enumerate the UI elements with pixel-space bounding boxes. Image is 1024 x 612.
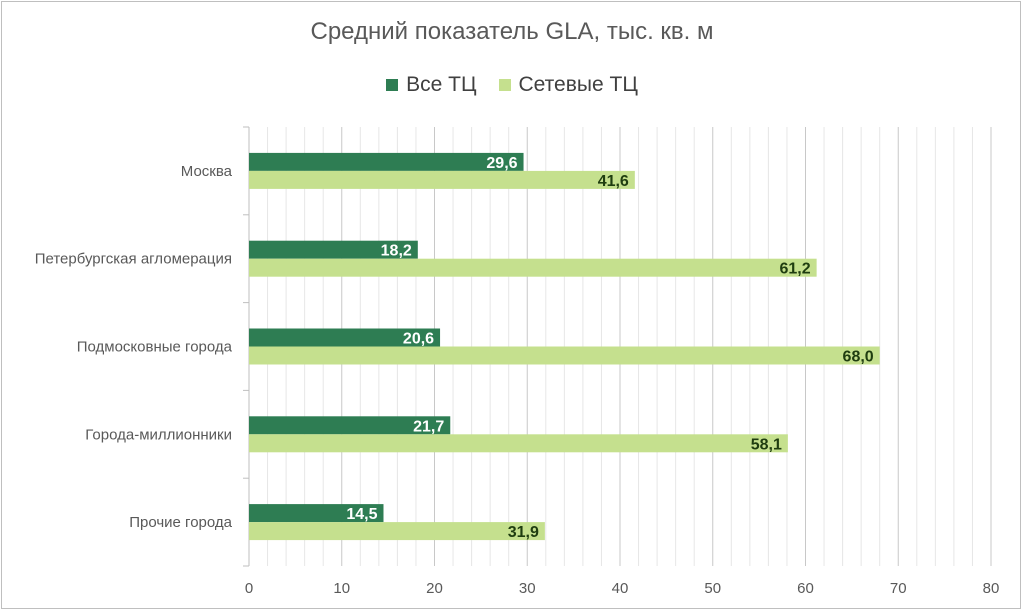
chart-title: Средний показатель GLA, тыс. кв. м bbox=[310, 18, 714, 45]
data-label: 61,2 bbox=[779, 261, 810, 278]
x-tick-label: 40 bbox=[612, 580, 629, 597]
legend-label-all-malls: Все ТЦ bbox=[406, 73, 477, 96]
data-label: 21,7 bbox=[413, 418, 444, 435]
x-tick-label: 60 bbox=[797, 580, 814, 597]
legend-swatch-all-malls bbox=[386, 79, 399, 91]
bar-all-malls bbox=[249, 328, 441, 347]
bar-chain-malls bbox=[249, 522, 545, 541]
bar-chain-malls bbox=[249, 170, 635, 189]
category-label: Прочие города bbox=[129, 514, 232, 531]
bar-all-malls bbox=[249, 416, 451, 435]
category-label: Петербургская агломерация bbox=[35, 251, 232, 268]
bar-chain-malls bbox=[249, 258, 817, 277]
bar-all-malls bbox=[249, 240, 418, 259]
x-tick-label: 50 bbox=[704, 580, 721, 597]
data-label: 14,5 bbox=[346, 506, 377, 523]
data-label: 68,0 bbox=[843, 349, 874, 366]
category-label: Москва bbox=[181, 163, 233, 180]
data-label: 29,6 bbox=[486, 155, 517, 172]
legend-item-chain-malls: Сетевые ТЦ bbox=[498, 73, 638, 97]
bar-all-malls bbox=[249, 504, 384, 523]
x-tick-label: 70 bbox=[890, 580, 907, 597]
legend-label-chain-malls: Сетевые ТЦ bbox=[518, 73, 638, 96]
chart-legend: Все ТЦ Сетевые ТЦ bbox=[0, 73, 1024, 97]
x-tick-label: 20 bbox=[426, 580, 443, 597]
legend-swatch-chain-malls bbox=[498, 79, 511, 91]
data-label: 58,1 bbox=[751, 436, 782, 453]
legend-item-all-malls: Все ТЦ bbox=[386, 73, 477, 97]
data-label: 31,9 bbox=[508, 524, 539, 541]
data-label: 18,2 bbox=[381, 243, 412, 260]
bar-chain-malls bbox=[249, 346, 880, 365]
data-label: 20,6 bbox=[403, 331, 434, 348]
bar-all-malls bbox=[249, 152, 524, 171]
x-tick-label: 30 bbox=[519, 580, 536, 597]
category-label: Подмосковные города bbox=[77, 339, 233, 356]
x-tick-label: 10 bbox=[333, 580, 350, 597]
x-tick-label: 80 bbox=[983, 580, 1000, 597]
x-tick-label: 0 bbox=[245, 580, 253, 597]
bar-chain-malls bbox=[249, 434, 788, 453]
category-label: Города-миллионники bbox=[85, 426, 232, 443]
data-label: 41,6 bbox=[598, 173, 629, 190]
